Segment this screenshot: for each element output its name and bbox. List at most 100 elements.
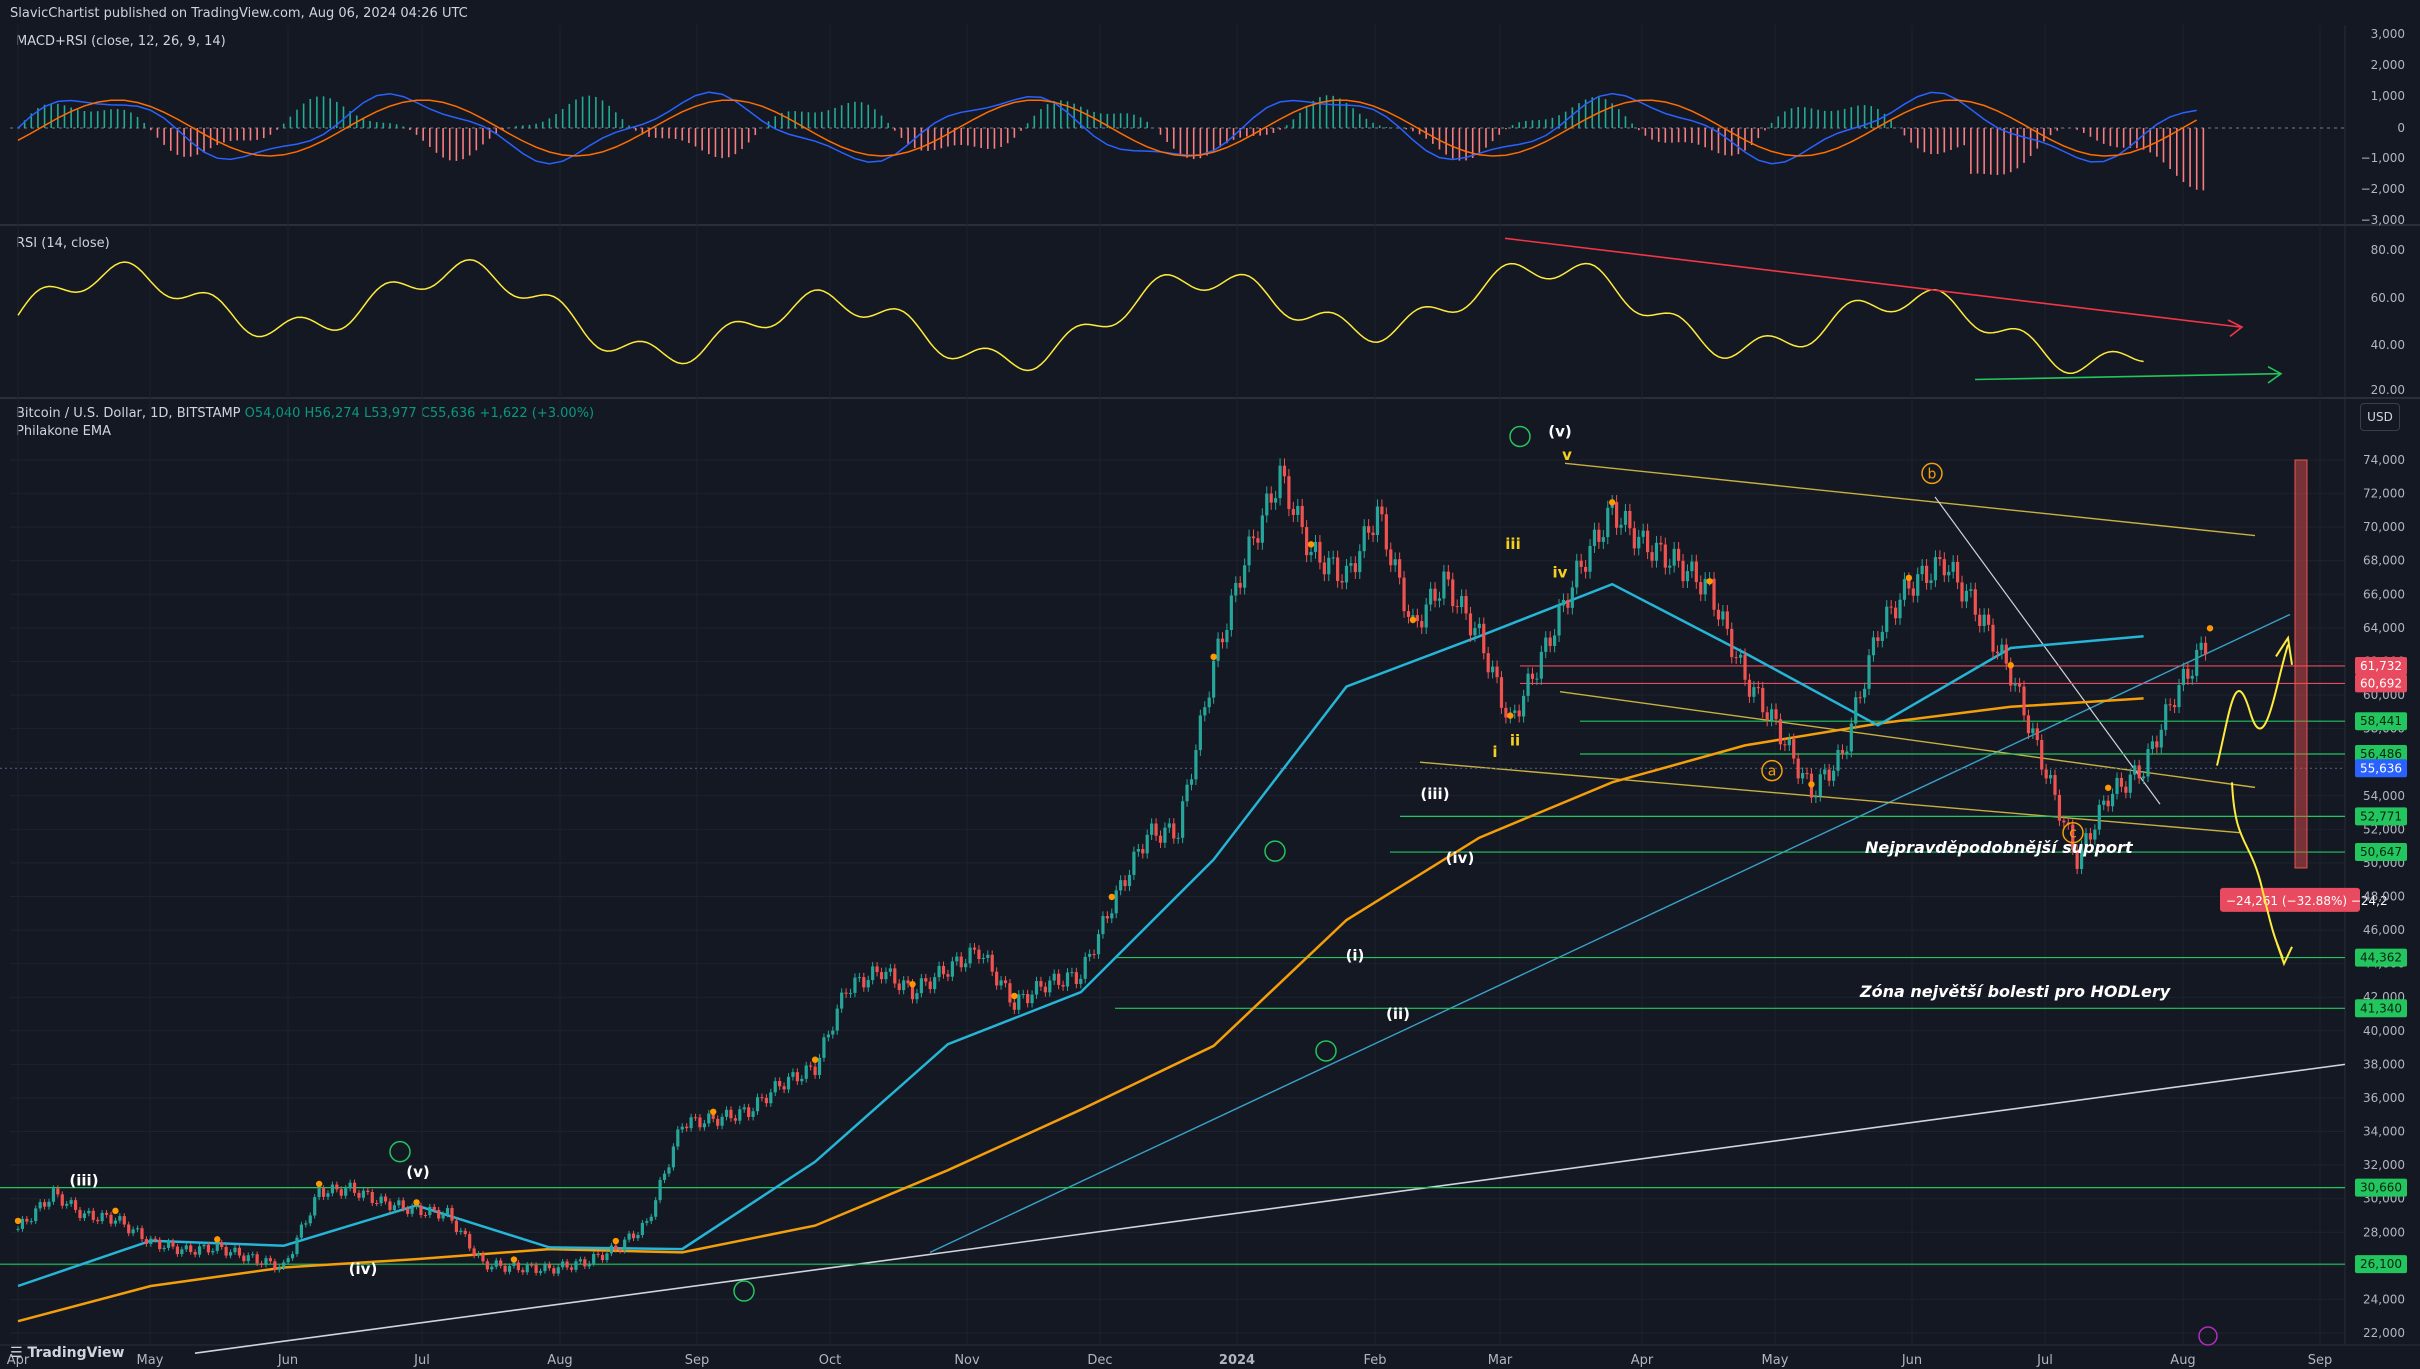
- candle-body: [605, 1253, 609, 1261]
- candle-body: [1065, 972, 1070, 987]
- candle-body: [295, 1237, 299, 1255]
- candle-body: [1747, 679, 1752, 697]
- y-tick-label: 52,000: [2363, 822, 2405, 836]
- candle-body: [1783, 744, 1787, 746]
- candle-body: [1344, 565, 1349, 583]
- candle-body: [1858, 697, 1862, 699]
- candle-body: [1491, 666, 1495, 673]
- y-tick-label: 74,000: [2363, 453, 2405, 467]
- candle-body: [1756, 687, 1760, 689]
- candle-body: [175, 1246, 180, 1255]
- price-level-label: 30,660: [2360, 1181, 2402, 1195]
- candle-body: [379, 1196, 383, 1204]
- candle-body: [937, 965, 941, 978]
- candle-body: [742, 1107, 746, 1110]
- wave-label: (iv): [349, 1260, 378, 1278]
- candle-body: [1384, 514, 1388, 550]
- candle-body: [397, 1200, 401, 1206]
- candle-body: [1291, 508, 1295, 515]
- price-level-tag: [2355, 1178, 2407, 1197]
- candle-body: [888, 968, 892, 972]
- candle-body: [1933, 557, 1938, 581]
- candle-body: [2150, 741, 2155, 750]
- swing-dot: [1409, 616, 1417, 624]
- candle-body: [1305, 527, 1309, 556]
- candle-body: [1517, 710, 1521, 717]
- candle-body: [494, 1260, 498, 1267]
- rsi-tick-label: 40.00: [2371, 338, 2405, 352]
- price-level-tag: [2355, 656, 2407, 675]
- candle-body: [1845, 751, 1849, 754]
- candle-body: [1668, 565, 1672, 568]
- candle-body: [645, 1221, 649, 1223]
- ohlc-high: H56,274: [304, 406, 360, 421]
- candle-body: [321, 1188, 326, 1197]
- candle-body: [587, 1263, 591, 1267]
- candle-body: [2102, 800, 2106, 805]
- price-level-label: 56,486: [2360, 747, 2402, 761]
- price-level-tag: [2355, 674, 2407, 693]
- candle-body: [344, 1188, 348, 1196]
- candle-body: [454, 1220, 458, 1232]
- price-level-tag: [2355, 712, 2407, 731]
- rsi-arrow: [2227, 319, 2244, 337]
- swing-dot: [2206, 625, 2214, 632]
- candle-body: [162, 1247, 166, 1250]
- candle-body: [1734, 657, 1738, 659]
- candle-body: [1380, 506, 1384, 515]
- price-level-label: 44,362: [2360, 951, 2402, 965]
- currency-button[interactable]: USD: [2360, 403, 2400, 431]
- candle-body: [339, 1189, 343, 1196]
- candle-body: [848, 992, 853, 994]
- y-tick-label: 38,000: [2363, 1057, 2405, 1071]
- candle-body: [986, 954, 990, 958]
- candle-body: [1592, 529, 1597, 546]
- candle-body: [233, 1247, 237, 1253]
- candle-body: [1601, 537, 1605, 542]
- candle-body: [1154, 823, 1158, 836]
- candle-body: [1101, 915, 1105, 935]
- swing-dot: [14, 1217, 22, 1225]
- candle-body: [871, 966, 875, 981]
- candle-body: [1650, 552, 1654, 561]
- candle-body: [1278, 465, 1282, 499]
- candle-body: [1575, 560, 1579, 588]
- candle-body: [1114, 890, 1118, 914]
- candle-body: [2190, 675, 2194, 679]
- wave-label: (iii): [1420, 785, 1449, 803]
- candle-body: [1482, 623, 1486, 654]
- candle-body: [1721, 611, 1725, 620]
- tradingview-logo: ☰ TradingView: [10, 1345, 124, 1361]
- candle-body: [1778, 719, 1783, 745]
- pain-zone-label: Zóna největší bolesti pro HODLery: [1859, 982, 2171, 1001]
- candle-body: [879, 972, 884, 980]
- candle-body: [1353, 563, 1357, 573]
- y-tick-label: 36,000: [2363, 1091, 2405, 1105]
- candle-body: [1522, 695, 1526, 717]
- candle-body: [2110, 793, 2115, 807]
- candle-body: [1623, 510, 1628, 525]
- price-level-label: 26,100: [2360, 1257, 2402, 1271]
- rsi-pane: [17, 237, 2283, 384]
- candle-body: [512, 1262, 516, 1266]
- candle-body: [1119, 880, 1123, 891]
- candle-body: [915, 993, 919, 1000]
- candle-body: [326, 1193, 330, 1197]
- candle-body: [1442, 571, 1446, 599]
- candle-body: [1189, 779, 1194, 785]
- candle-body: [410, 1206, 414, 1214]
- candle-body: [924, 978, 928, 982]
- candle-body: [1553, 635, 1557, 646]
- candle-body: [1889, 606, 1893, 608]
- candle-body: [2106, 800, 2110, 807]
- candle-body: [1792, 739, 1796, 759]
- candle-body: [769, 1092, 773, 1104]
- x-tick-label: Jun: [1901, 1353, 1922, 1368]
- candle-body: [729, 1109, 733, 1119]
- wave-label: v: [1562, 446, 1572, 464]
- candle-body: [2203, 642, 2208, 655]
- candle-body: [1079, 978, 1083, 984]
- swing-dot: [1608, 499, 1616, 506]
- candle-body: [2088, 833, 2093, 840]
